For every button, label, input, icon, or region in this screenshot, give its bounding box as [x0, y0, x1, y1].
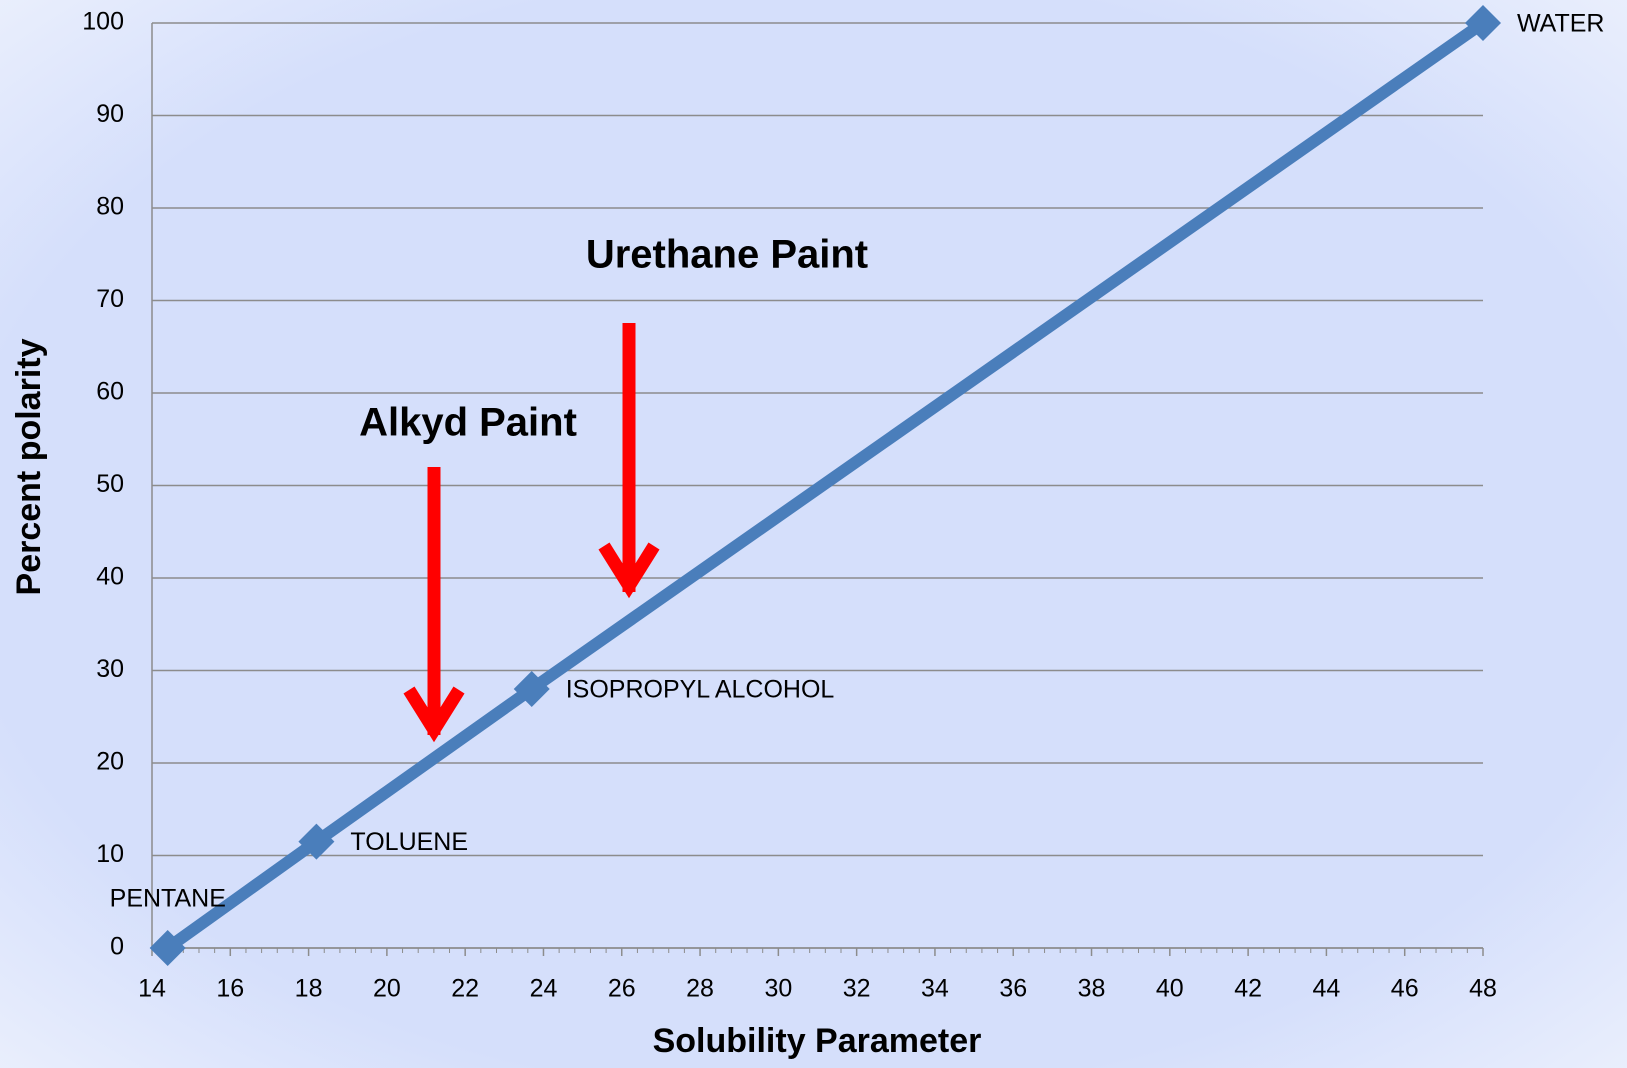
point-label: ISOPROPYL ALCOHOL	[566, 676, 835, 704]
x-tick-label: 40	[1156, 975, 1184, 1003]
y-tick-label: 0	[110, 933, 124, 961]
x-tick-label: 28	[686, 975, 714, 1003]
y-tick-label: 40	[96, 563, 124, 591]
y-tick-label: 70	[96, 285, 124, 313]
x-tick-label: 30	[764, 975, 792, 1003]
y-tick-label: 90	[96, 100, 124, 128]
point-marker	[1465, 5, 1501, 41]
alkyd-annotation: Alkyd Paint	[359, 401, 577, 743]
annotation: Alkyd Paint	[359, 401, 577, 445]
point-marker	[298, 823, 335, 860]
x-axis-label: Solubility Parameter	[653, 1022, 982, 1060]
x-tick-label: 42	[1234, 975, 1262, 1003]
grid: 0 10 20 30 40 50 60 70 80 90 100 14 16 18 20 22 24 26 28 30…	[82, 8, 1497, 1003]
y-tick-label: 60	[96, 378, 124, 406]
point-label: TOLUENE	[350, 828, 468, 856]
x-tick-label: 44	[1313, 975, 1341, 1003]
x-tick-label: 14	[138, 975, 166, 1003]
x-tick-label: 20	[373, 975, 401, 1003]
x-tick-label: 48	[1469, 975, 1497, 1003]
y-tick-label: 50	[96, 470, 124, 498]
x-tick-label: 38	[1078, 975, 1106, 1003]
urethane-annotation: Urethane Paint	[586, 233, 868, 599]
annotation: Urethane Paint	[586, 233, 868, 277]
y-tick-label: 10	[96, 840, 124, 868]
y-tick-label: 20	[96, 748, 124, 776]
series-line	[164, 18, 1487, 953]
x-tick-label: 22	[451, 975, 479, 1003]
x-tick-label: 16	[216, 975, 244, 1003]
x-tick-label: 46	[1391, 975, 1419, 1003]
point-marker	[513, 671, 550, 707]
y-tick-label: 80	[96, 193, 124, 221]
x-tick-label: 34	[921, 975, 949, 1003]
x-tick-label: 24	[530, 975, 558, 1003]
y-axis-label: Percent polarity	[10, 338, 48, 595]
point-marker	[149, 930, 186, 966]
x-tick-label: 26	[608, 975, 636, 1003]
point-label: PENTANE	[110, 885, 226, 913]
y-tick-label: 100	[82, 8, 124, 36]
x-tick-label: 32	[843, 975, 871, 1003]
plot: PENTANE TOLUENE ISOPROPYL ALCOHOL WATER	[110, 5, 1605, 966]
arrow-head	[598, 542, 660, 599]
point-label: WATER	[1517, 10, 1605, 38]
x-tick-label: 18	[295, 975, 323, 1003]
arrow-head	[403, 686, 465, 743]
x-tick-label: 36	[999, 975, 1027, 1003]
y-tick-label: 30	[96, 655, 124, 683]
